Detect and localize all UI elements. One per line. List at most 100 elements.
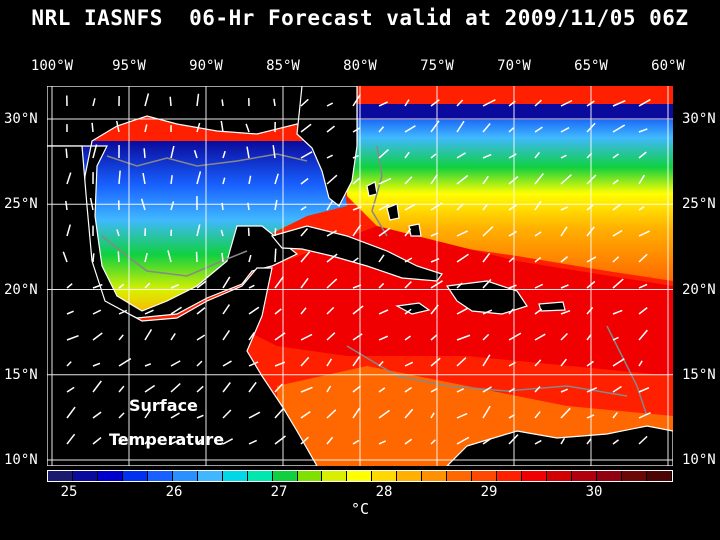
- wind-arrow: [508, 230, 517, 237]
- wind-arrow: [300, 98, 309, 107]
- wind-arrow: [534, 386, 541, 393]
- wind-arrow: [326, 332, 336, 341]
- lon-label: 80°W: [343, 58, 377, 74]
- wind-arrow: [534, 333, 546, 341]
- wind-arrow: [482, 386, 492, 393]
- wind-arrow: [430, 304, 439, 315]
- wind-arrow: [430, 202, 443, 211]
- wind-arrow: [456, 357, 467, 367]
- colorbar-segment: [322, 471, 348, 481]
- wind-arrow: [222, 330, 231, 341]
- wind-arrow: [92, 309, 102, 315]
- wind-arrow: [534, 173, 544, 185]
- wind-arrow: [378, 409, 390, 419]
- colorbar-segment: [247, 471, 273, 481]
- wind-arrow: [378, 149, 389, 159]
- lat-lon-grid: [47, 86, 673, 466]
- wind-arrow: [404, 203, 416, 211]
- wind-arrow: [560, 256, 569, 263]
- wind-arrow: [222, 438, 234, 445]
- wind-arrow: [170, 412, 180, 419]
- wind-arrow: [378, 335, 389, 341]
- wind-arrow: [300, 307, 307, 315]
- wind-arrow: [92, 283, 103, 289]
- wind-arrow: [352, 439, 360, 445]
- wind-arrow: [193, 150, 198, 159]
- wind-arrow: [482, 99, 496, 107]
- wind-arrow: [482, 175, 489, 185]
- wind-arrow: [508, 127, 515, 133]
- wind-arrow: [66, 433, 76, 445]
- wind-arrow: [612, 179, 619, 185]
- wind-arrow: [89, 197, 94, 211]
- wind-arrow: [534, 308, 543, 315]
- wind-arrow: [430, 120, 440, 133]
- wind-arrow: [430, 439, 436, 445]
- wind-arrow: [586, 386, 598, 393]
- wind-arrow: [612, 100, 626, 107]
- colorbar-segment: [48, 471, 73, 481]
- wind-arrow: [404, 151, 410, 159]
- wind-arrow: [638, 151, 647, 159]
- wind-arrow: [404, 335, 411, 341]
- wind-arrow: [508, 204, 518, 211]
- wind-arrow: [92, 144, 98, 159]
- wind-arrow: [586, 334, 592, 341]
- wind-arrow: [560, 226, 568, 237]
- map-label-surface: Surface: [129, 396, 198, 415]
- wind-arrow: [586, 360, 594, 367]
- wind-arrow: [300, 436, 310, 445]
- wind-arrow: [456, 334, 471, 341]
- wind-arrow: [586, 100, 595, 107]
- wind-arrow: [196, 93, 200, 107]
- wind-vectors: [62, 93, 651, 445]
- forecast-map: Surface Temperature: [47, 86, 673, 466]
- wind-arrow: [638, 205, 645, 211]
- wind-arrow: [508, 153, 517, 159]
- land-puerto-rico: [538, 301, 566, 312]
- wind-arrow: [245, 123, 250, 133]
- wind-arrow: [326, 409, 337, 419]
- wind-arrow: [482, 278, 492, 289]
- lat-label: 20°N: [682, 281, 716, 298]
- wind-arrow: [246, 146, 250, 159]
- wind-arrow: [143, 148, 146, 159]
- wind-arrow: [221, 202, 224, 211]
- wind-arrow: [378, 282, 385, 289]
- wind-arrow: [482, 309, 493, 315]
- page-title: NRL IASNFS 06-Hr Forecast valid at 2009/…: [31, 6, 689, 30]
- wind-arrow: [612, 358, 625, 367]
- wind-arrow: [144, 282, 151, 289]
- lon-label: 100°W: [30, 58, 74, 74]
- wind-arrow: [430, 99, 440, 107]
- land-central-america: [47, 145, 318, 466]
- wind-arrow: [248, 331, 255, 341]
- lat-label: 25°N: [682, 196, 716, 213]
- wind-arrow: [638, 329, 648, 341]
- wind-arrow: [508, 332, 522, 341]
- colorbar-segment: [172, 471, 198, 481]
- wind-arrow: [272, 145, 276, 159]
- wind-arrow: [404, 408, 414, 419]
- wind-arrow: [586, 414, 595, 419]
- wind-arrow: [274, 248, 277, 263]
- wind-arrow: [456, 388, 464, 393]
- wind-arrow: [92, 253, 95, 263]
- wind-arrow: [196, 171, 202, 185]
- wind-arrow: [378, 177, 392, 185]
- colorbar-segment: [197, 471, 223, 481]
- wind-arrow: [118, 412, 125, 419]
- wind-arrow: [92, 436, 102, 445]
- wind-arrow: [274, 383, 283, 393]
- colorbar-tick-label: 30: [585, 484, 603, 500]
- wind-arrow: [300, 277, 309, 289]
- wind-arrow: [638, 307, 648, 315]
- wind-arrow: [560, 407, 571, 419]
- wind-arrow: [508, 387, 516, 393]
- wind-arrow: [612, 278, 624, 289]
- wind-arrow: [326, 229, 337, 237]
- wind-arrow: [508, 308, 514, 315]
- wind-arrow: [352, 356, 361, 367]
- wind-arrow: [352, 284, 362, 289]
- wind-arrow: [170, 383, 181, 393]
